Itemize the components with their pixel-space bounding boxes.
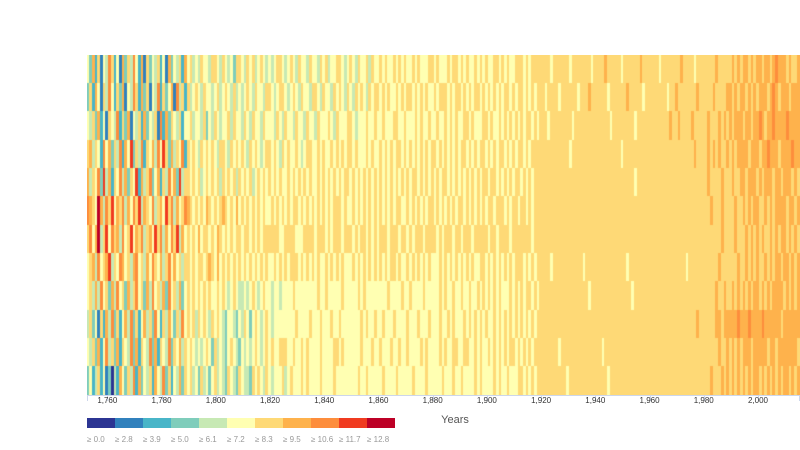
legend-swatch[interactable] [283, 418, 311, 428]
legend-swatch[interactable] [87, 418, 115, 428]
legend-swatch[interactable] [227, 418, 255, 428]
x-axis-tick-label: 1,940 [585, 396, 606, 405]
x-axis-tick [487, 395, 488, 401]
x-axis-title: Years [441, 414, 469, 426]
legend-label: ≥ 3.9 [143, 435, 161, 444]
legend-label: ≥ 6.1 [199, 435, 217, 444]
legend-label: ≥ 12.8 [367, 435, 390, 444]
legend-label: ≥ 11.7 [339, 435, 361, 444]
x-axis-tick-label: 2,000 [747, 396, 768, 405]
x-axis-tick [107, 395, 108, 401]
x-axis-tick [433, 395, 434, 401]
x-axis-tick [704, 395, 705, 401]
legend-label: ≥ 7.2 [227, 435, 245, 444]
x-axis-tick-label: 1,760 [97, 396, 118, 405]
x-axis-tick [162, 395, 163, 401]
x-axis-tick-label: 1,800 [205, 396, 226, 405]
legend-swatch[interactable] [367, 418, 395, 428]
legend-label: ≥ 0.0 [87, 435, 105, 444]
x-axis-tick [541, 395, 542, 401]
x-axis-tick [650, 395, 651, 401]
legend-label: ≥ 8.3 [255, 435, 273, 444]
x-axis-tick-label: 1,820 [259, 396, 280, 405]
heatmap-plot-area[interactable] [87, 55, 800, 395]
x-axis-tick-label: 1,860 [368, 396, 389, 405]
legend-label: ≥ 2.8 [115, 435, 133, 444]
x-axis-tick-label: 1,980 [693, 396, 714, 405]
x-axis-tick-label: 1,780 [151, 396, 172, 405]
x-axis-tick [595, 395, 596, 401]
x-axis-tick [216, 395, 217, 401]
x-axis-tick [378, 395, 379, 401]
x-axis-tick-label: 1,880 [422, 396, 443, 405]
x-axis-tick-label: 1,960 [639, 396, 660, 405]
x-axis-tick [324, 395, 325, 401]
x-axis-tick [758, 395, 759, 401]
x-axis-line [87, 395, 800, 396]
legend-label: ≥ 10.6 [311, 435, 334, 444]
legend-label: ≥ 5.0 [171, 435, 189, 444]
legend-swatch[interactable] [171, 418, 199, 428]
legend-swatch[interactable] [143, 418, 171, 428]
legend-swatch[interactable] [311, 418, 339, 428]
x-axis-tick-label: 1,900 [476, 396, 497, 405]
x-axis-tick-label: 1,840 [314, 396, 335, 405]
legend-swatch[interactable] [115, 418, 143, 428]
x-axis-tick-label: 1,920 [531, 396, 552, 405]
legend-swatch[interactable] [199, 418, 227, 428]
legend-label: ≥ 9.5 [283, 435, 301, 444]
x-axis-tick [270, 395, 271, 401]
legend-swatch[interactable] [339, 418, 367, 428]
legend-swatch[interactable] [255, 418, 283, 428]
x-axis-tick [87, 395, 88, 401]
